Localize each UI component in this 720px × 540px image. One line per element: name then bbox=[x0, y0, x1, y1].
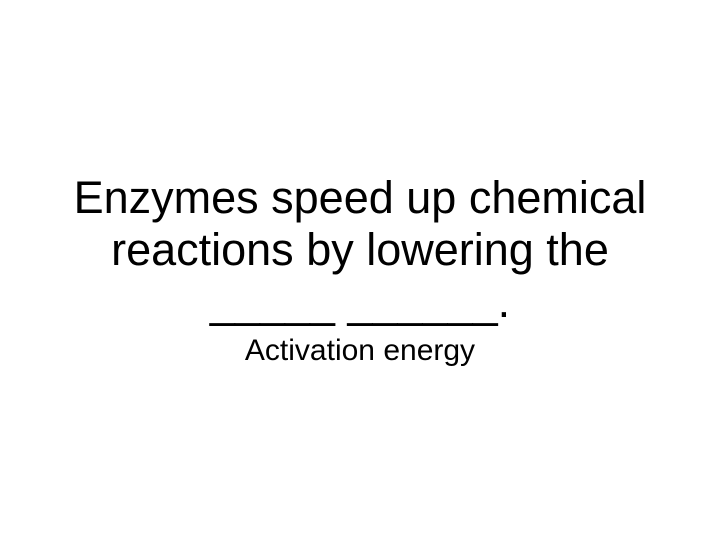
slide-container: Enzymes speed up chemical reactions by l… bbox=[0, 0, 720, 540]
question-text: Enzymes speed up chemical reactions by l… bbox=[74, 172, 647, 327]
answer-text: Activation energy bbox=[245, 334, 475, 368]
question-line-3: _____ ______. bbox=[74, 276, 647, 328]
question-line-1: Enzymes speed up chemical bbox=[74, 172, 647, 224]
question-line-2: reactions by lowering the bbox=[74, 224, 647, 276]
